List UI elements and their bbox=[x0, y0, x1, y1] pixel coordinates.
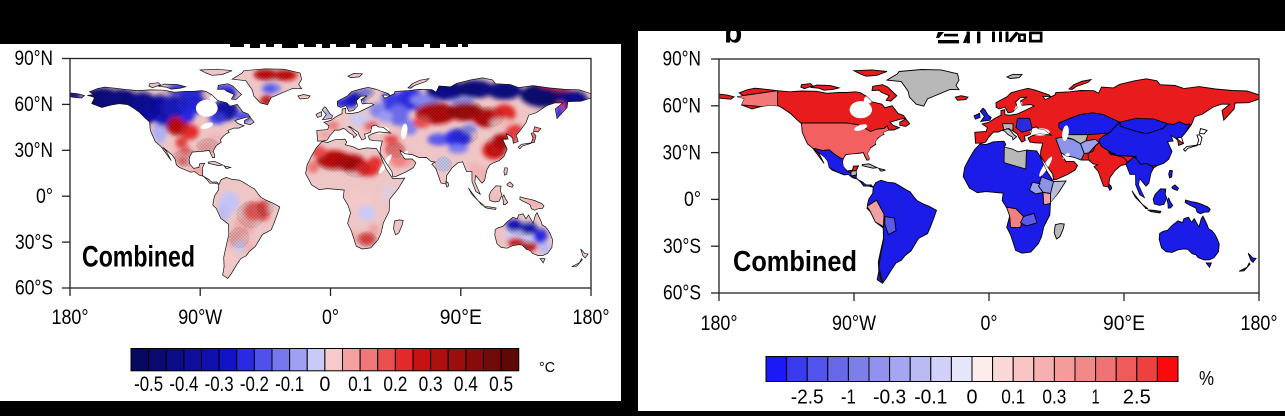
svg-text:180°: 180° bbox=[701, 312, 738, 335]
svg-text:60°S: 60°S bbox=[663, 282, 701, 305]
svg-text:-0.2: -0.2 bbox=[240, 373, 269, 396]
svg-text:0.1: 0.1 bbox=[348, 373, 372, 396]
svg-text:0°: 0° bbox=[36, 185, 53, 208]
svg-text:30°N: 30°N bbox=[663, 141, 702, 164]
svg-text:-2.5: -2.5 bbox=[791, 387, 824, 409]
svg-text:0°: 0° bbox=[981, 312, 998, 335]
svg-text:60°N: 60°N bbox=[15, 93, 54, 116]
svg-text:Combined: Combined bbox=[733, 246, 857, 278]
svg-text:b: b bbox=[724, 17, 742, 50]
svg-text:60°N: 60°N bbox=[663, 95, 702, 118]
svg-text:90°E: 90°E bbox=[1103, 312, 1145, 335]
svg-text:180°: 180° bbox=[1241, 312, 1278, 335]
svg-text:0°: 0° bbox=[322, 306, 339, 329]
svg-text:0.3: 0.3 bbox=[419, 373, 443, 396]
svg-text:30°S: 30°S bbox=[15, 231, 53, 254]
svg-text:-0.4: -0.4 bbox=[169, 373, 198, 396]
svg-text:0: 0 bbox=[967, 387, 978, 409]
svg-text:0.1: 0.1 bbox=[1001, 387, 1025, 409]
svg-text:1: 1 bbox=[1092, 387, 1100, 409]
svg-text:90°W: 90°W bbox=[178, 306, 222, 329]
svg-text:90°N: 90°N bbox=[15, 47, 54, 70]
svg-text:2.5: 2.5 bbox=[1123, 387, 1151, 409]
svg-text:%: % bbox=[1199, 368, 1214, 390]
svg-text:30°S: 30°S bbox=[663, 235, 701, 258]
svg-text:0.5: 0.5 bbox=[489, 373, 513, 396]
svg-text:0°: 0° bbox=[684, 188, 701, 211]
svg-text:0.3: 0.3 bbox=[1042, 387, 1066, 409]
svg-text:-0.3: -0.3 bbox=[205, 373, 234, 396]
svg-text:90°N: 90°N bbox=[663, 48, 702, 71]
svg-text:°C: °C bbox=[539, 359, 555, 376]
svg-text:-1: -1 bbox=[841, 387, 856, 409]
svg-text:-0.3: -0.3 bbox=[873, 387, 906, 409]
svg-text:-0.5: -0.5 bbox=[134, 373, 163, 396]
svg-text:Combined: Combined bbox=[82, 241, 195, 274]
svg-text:0: 0 bbox=[319, 373, 330, 396]
svg-text:180°: 180° bbox=[52, 306, 89, 329]
svg-text:180°: 180° bbox=[573, 306, 610, 329]
svg-text:90°W: 90°W bbox=[832, 312, 876, 335]
svg-text:-0.1: -0.1 bbox=[275, 373, 304, 396]
svg-text:0.4: 0.4 bbox=[454, 373, 478, 396]
svg-text:-0.1: -0.1 bbox=[914, 387, 947, 409]
svg-text:60°S: 60°S bbox=[15, 277, 53, 300]
svg-text:90°E: 90°E bbox=[440, 306, 482, 329]
svg-text:0.2: 0.2 bbox=[383, 373, 407, 396]
svg-text:30°N: 30°N bbox=[15, 139, 54, 162]
